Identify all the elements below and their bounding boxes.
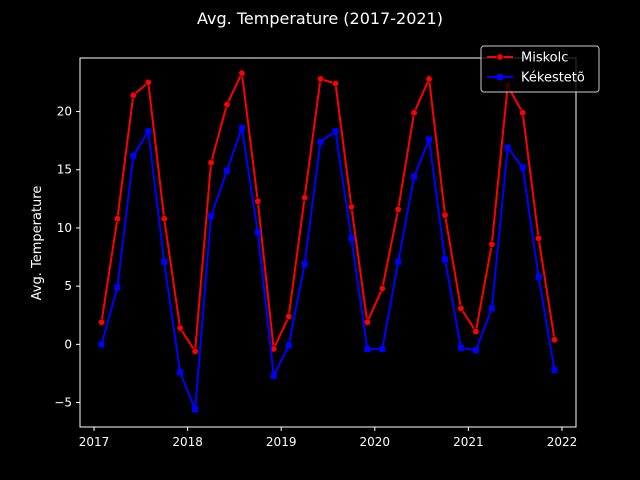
data-point-miskolc [207, 159, 215, 167]
data-point-miskolc [550, 336, 558, 344]
y-axis-label: Avg. Temperature [30, 186, 45, 301]
data-point-miskolc [410, 109, 418, 117]
data-point-k-kestet [114, 284, 121, 291]
y-tick-label: 10 [57, 221, 72, 235]
data-point-miskolc [488, 240, 496, 248]
data-point-miskolc [394, 205, 402, 213]
series-line-miskolc [100, 72, 556, 353]
data-point-miskolc [129, 91, 137, 99]
data-point-k-kestet [317, 138, 324, 145]
data-point-miskolc [457, 304, 465, 312]
data-point-k-kestet [254, 229, 261, 236]
data-point-miskolc [535, 234, 543, 242]
data-point-k-kestet [379, 346, 386, 353]
data-point-miskolc [301, 194, 309, 202]
data-point-k-kestet [472, 347, 479, 354]
legend: Miskolc Kékestetõ [480, 45, 600, 93]
data-point-k-kestet [426, 136, 433, 143]
y-axis: −5 0 5 10 15 20 [54, 105, 80, 410]
data-point-miskolc [472, 328, 480, 336]
data-point-miskolc [317, 75, 325, 83]
data-point-k-kestet [457, 344, 464, 351]
data-point-k-kestet [223, 167, 230, 174]
data-point-miskolc [238, 69, 246, 77]
legend-marker-k-kestet [497, 74, 503, 80]
x-tick-label: 2018 [172, 435, 203, 449]
data-point-miskolc [223, 101, 231, 109]
data-point-k-kestet [395, 258, 402, 265]
series-line-k-kestet [100, 126, 556, 411]
y-tick-label: 0 [64, 337, 72, 351]
data-point-k-kestet [504, 144, 511, 151]
data-point-k-kestet [130, 152, 137, 159]
data-point-miskolc [254, 197, 262, 205]
data-point-k-kestet [411, 173, 418, 180]
y-tick-label: −5 [54, 396, 72, 410]
data-point-k-kestet [98, 341, 105, 348]
data-point-k-kestet [192, 406, 199, 413]
data-point-k-kestet [161, 258, 168, 265]
x-tick-label: 2022 [547, 435, 578, 449]
data-point-k-kestet [551, 366, 558, 373]
x-tick-label: 2020 [360, 435, 391, 449]
data-point-miskolc [347, 203, 355, 211]
data-point-k-kestet [238, 124, 245, 131]
data-point-k-kestet [519, 164, 526, 171]
data-point-miskolc [160, 215, 168, 223]
x-tick-label: 2019 [266, 435, 297, 449]
data-point-miskolc [331, 80, 339, 88]
data-point-k-kestet [348, 235, 355, 242]
data-point-k-kestet [332, 128, 339, 135]
data-point-k-kestet [270, 372, 277, 379]
x-tick-label: 2021 [453, 435, 484, 449]
data-point-miskolc [98, 318, 106, 326]
data-point-k-kestet [177, 369, 184, 376]
chart-title: Avg. Temperature (2017-2021) [197, 9, 443, 28]
data-point-k-kestet [441, 256, 448, 263]
series-layer [98, 69, 558, 413]
x-axis: 2017 2018 2019 2020 2021 2022 [79, 427, 577, 449]
data-point-miskolc [191, 347, 199, 355]
data-point-miskolc [363, 318, 371, 326]
legend-label-k-kestet: Kékestetõ [521, 71, 585, 86]
data-point-k-kestet [208, 213, 215, 220]
y-tick-label: 15 [57, 163, 72, 177]
data-point-miskolc [285, 312, 293, 320]
x-tick-label: 2017 [79, 435, 110, 449]
y-tick-label: 20 [57, 105, 72, 119]
data-point-k-kestet [364, 346, 371, 353]
data-point-k-kestet [535, 273, 542, 280]
data-point-k-kestet [145, 128, 152, 135]
data-point-miskolc [113, 215, 121, 223]
data-point-miskolc [144, 78, 152, 86]
data-point-k-kestet [285, 342, 292, 349]
y-tick-label: 5 [64, 279, 72, 293]
data-point-miskolc [425, 75, 433, 83]
legend-label-miskolc: Miskolc [521, 51, 568, 66]
data-point-miskolc [441, 211, 449, 219]
data-point-k-kestet [301, 261, 308, 268]
data-point-miskolc [519, 109, 527, 117]
data-point-k-kestet [488, 305, 495, 312]
plot-area [79, 57, 577, 428]
legend-marker-miskolc [496, 53, 504, 61]
data-point-miskolc [378, 284, 386, 292]
data-point-miskolc [176, 324, 184, 332]
